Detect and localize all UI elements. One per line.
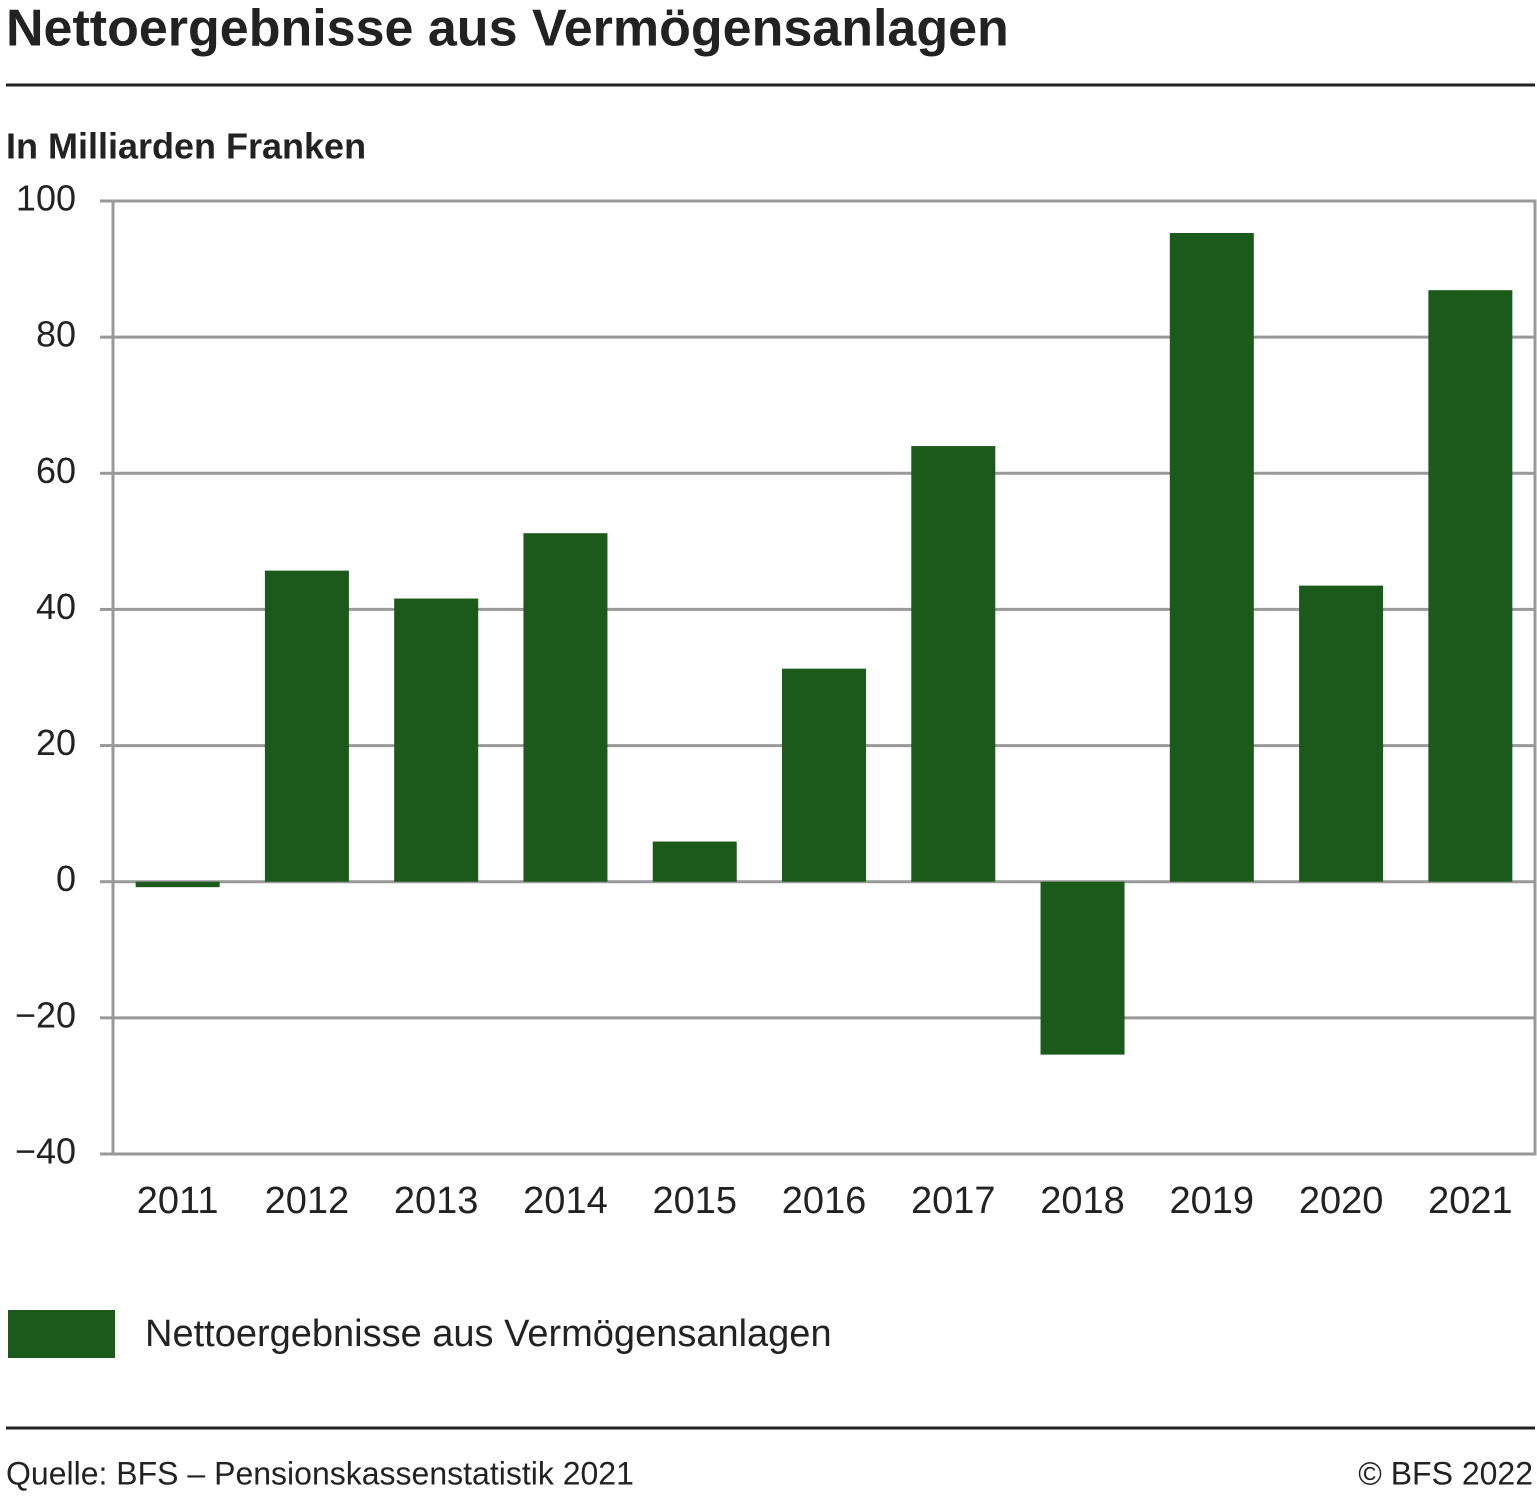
x-tick-label: 2018 [1040,1180,1125,1222]
y-tick-label: 60 [36,450,76,491]
y-tick-label: 40 [36,586,76,627]
legend-label: Nettoergebnisse aus Vermögensanlagen [145,1313,832,1355]
x-tick-label: 2011 [137,1180,219,1222]
x-tick-label: 2017 [911,1180,996,1222]
y-tick-label: −40 [15,1131,76,1172]
chart-title: Nettoergebnisse aus Vermögensanlagen [6,0,1009,58]
x-tick-label: 2019 [1170,1180,1255,1222]
x-tick-label: 2021 [1428,1180,1513,1222]
bar [394,598,479,882]
y-tick-label: 0 [56,858,76,899]
bar [1169,232,1254,882]
chart-subtitle: In Milliarden Franken [6,126,366,167]
source: Quelle: BFS – Pensionskassenstatistik 20… [6,1455,634,1491]
y-tick-label: 80 [36,314,76,355]
y-tick-label: 100 [16,178,76,219]
bar [782,668,866,882]
x-tick-label: 2020 [1299,1180,1384,1222]
y-tick-label: 20 [36,722,76,763]
x-tick-label: 2015 [652,1180,737,1222]
bar [1428,290,1513,882]
y-tick-label: −20 [15,994,76,1035]
bar [523,533,608,882]
x-tick-label: 2012 [265,1180,350,1222]
legend-swatch [8,1310,115,1358]
bar [1299,585,1384,882]
bar [1040,881,1125,1055]
bar [135,881,220,888]
copyright: © BFS 2022 [1358,1455,1533,1491]
x-tick-label: 2013 [394,1180,479,1222]
bar [652,841,737,882]
x-tick-label: 2014 [523,1180,608,1222]
bar [911,446,996,882]
plot-frame [111,199,1537,1156]
x-tick-label: 2016 [782,1180,867,1222]
bar [264,570,349,882]
